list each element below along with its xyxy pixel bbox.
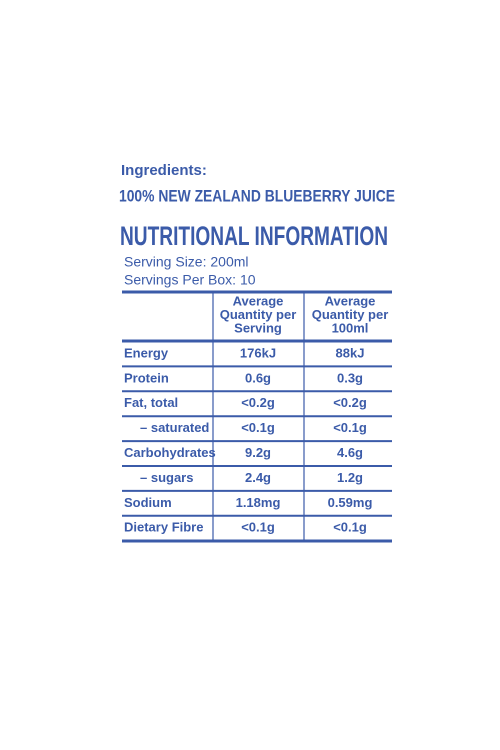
nutrient-value: <0.2g [241,395,275,410]
column-header: Quantity per [312,307,389,322]
nutrient-value: <0.1g [241,520,275,535]
column-header: 100ml [332,320,369,335]
nutrient-value: <0.1g [333,520,367,535]
nutrient-value: 0.59mg [328,495,373,510]
nutrient-value: 2.4g [245,470,271,485]
ingredients-label: Ingredients: [121,162,207,179]
serving-size: Serving Size: 200ml [124,254,249,270]
nutrient-name: Carbohydrates [124,445,216,460]
column-header: Average [233,293,284,308]
nutrient-value: 0.6g [245,370,271,385]
nutrient-value: <0.2g [333,395,367,410]
nutrient-value: 9.2g [245,445,271,460]
nutrient-value: 1.18mg [236,495,281,510]
nutrient-name: Fat, total [124,395,178,410]
nutrient-name: Sodium [124,495,172,510]
nutrient-name: – sugars [140,470,193,485]
nutrient-name: – saturated [140,420,209,435]
nutrient-name: Energy [124,345,169,360]
nutrient-value: 88kJ [336,345,365,360]
column-header: Average [325,293,376,308]
ingredients-text: 100% NEW ZEALAND BLUEBERRY JUICE [119,186,395,205]
nutrient-value: <0.1g [241,420,275,435]
nutrient-value: <0.1g [333,420,367,435]
nutrient-value: 176kJ [240,345,276,360]
nutrient-value: 0.3g [337,370,363,385]
nutrient-name: Dietary Fibre [124,520,203,535]
column-header: Serving [234,320,282,335]
servings-per-box: Servings Per Box: 10 [124,272,256,288]
nutrition-title: NUTRITIONAL INFORMATION [120,221,388,251]
nutrient-value: 1.2g [337,470,363,485]
nutrient-name: Protein [124,370,169,385]
column-header: Quantity per [220,307,297,322]
nutrient-value: 4.6g [337,445,363,460]
